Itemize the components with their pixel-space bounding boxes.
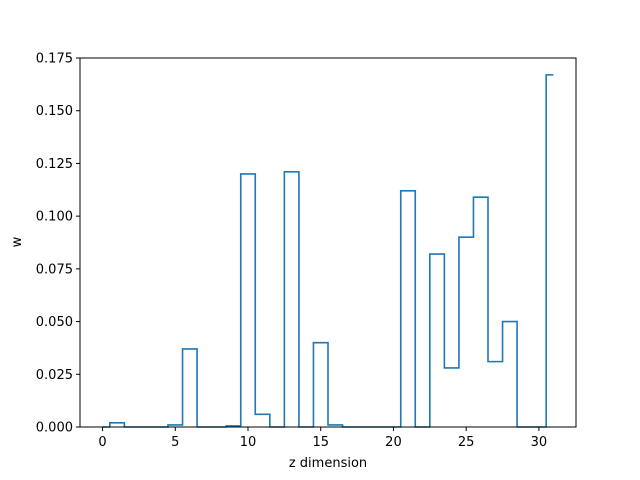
y-tick-label: 0.050	[36, 315, 73, 330]
y-tick-label: 0.150	[36, 104, 73, 119]
y-tick-label: 0.100	[36, 210, 73, 225]
x-tick-label: 25	[458, 435, 475, 450]
x-tick-label: 15	[312, 435, 329, 450]
x-tick-label: 30	[531, 435, 548, 450]
series-line	[102, 74, 554, 428]
y-axis-label: w	[10, 236, 25, 247]
x-tick-label: 5	[171, 435, 179, 450]
x-tick-label: 0	[98, 435, 106, 450]
y-tick-label: 0.075	[36, 262, 73, 277]
x-tick-label: 20	[385, 435, 402, 450]
y-tick-label: 0.025	[36, 368, 73, 383]
x-tick-label: 10	[240, 435, 257, 450]
y-tick-label: 0.000	[36, 421, 73, 436]
y-tick-label: 0.125	[36, 157, 73, 172]
y-tick-label: 0.175	[36, 52, 73, 67]
plot-frame	[79, 57, 577, 428]
x-axis-label: z dimension	[289, 456, 367, 471]
